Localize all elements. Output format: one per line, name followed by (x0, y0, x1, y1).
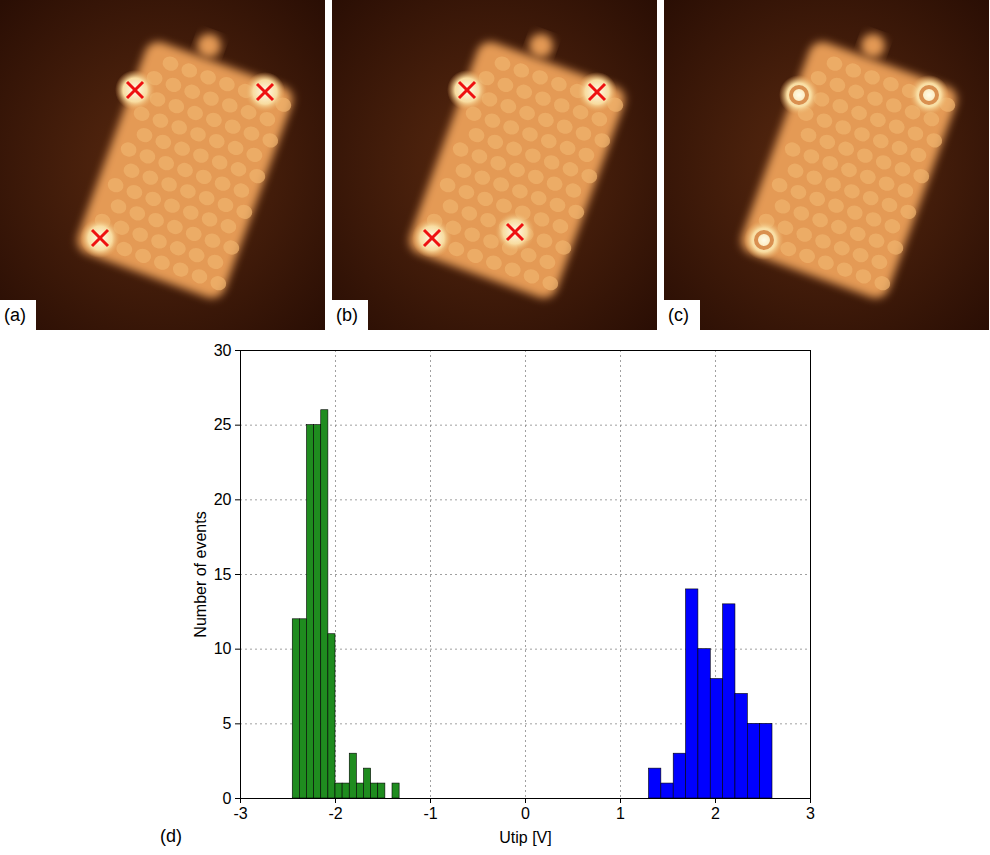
svg-text:Utip [V]: Utip [V] (499, 829, 551, 846)
svg-text:-3: -3 (233, 805, 247, 822)
svg-text:5: 5 (223, 715, 232, 732)
svg-text:2: 2 (711, 805, 720, 822)
svg-text:0: 0 (223, 790, 232, 807)
svg-text:Number of events: Number of events (192, 511, 209, 637)
svg-text:20: 20 (214, 491, 232, 508)
svg-text:10: 10 (214, 640, 232, 657)
svg-text:30: 30 (214, 342, 232, 359)
svg-text:25: 25 (214, 416, 232, 433)
svg-text:-2: -2 (328, 805, 342, 822)
svg-text:(a): (a) (4, 305, 26, 325)
svg-text:3: 3 (806, 805, 815, 822)
svg-text:(c): (c) (668, 305, 689, 325)
svg-text:(b): (b) (336, 305, 358, 325)
html-text:(d): (d) (160, 826, 182, 846)
svg-text:-1: -1 (423, 805, 437, 822)
svg-text:1: 1 (616, 805, 625, 822)
svg-text:0: 0 (521, 805, 530, 822)
svg-text:15: 15 (214, 566, 232, 583)
